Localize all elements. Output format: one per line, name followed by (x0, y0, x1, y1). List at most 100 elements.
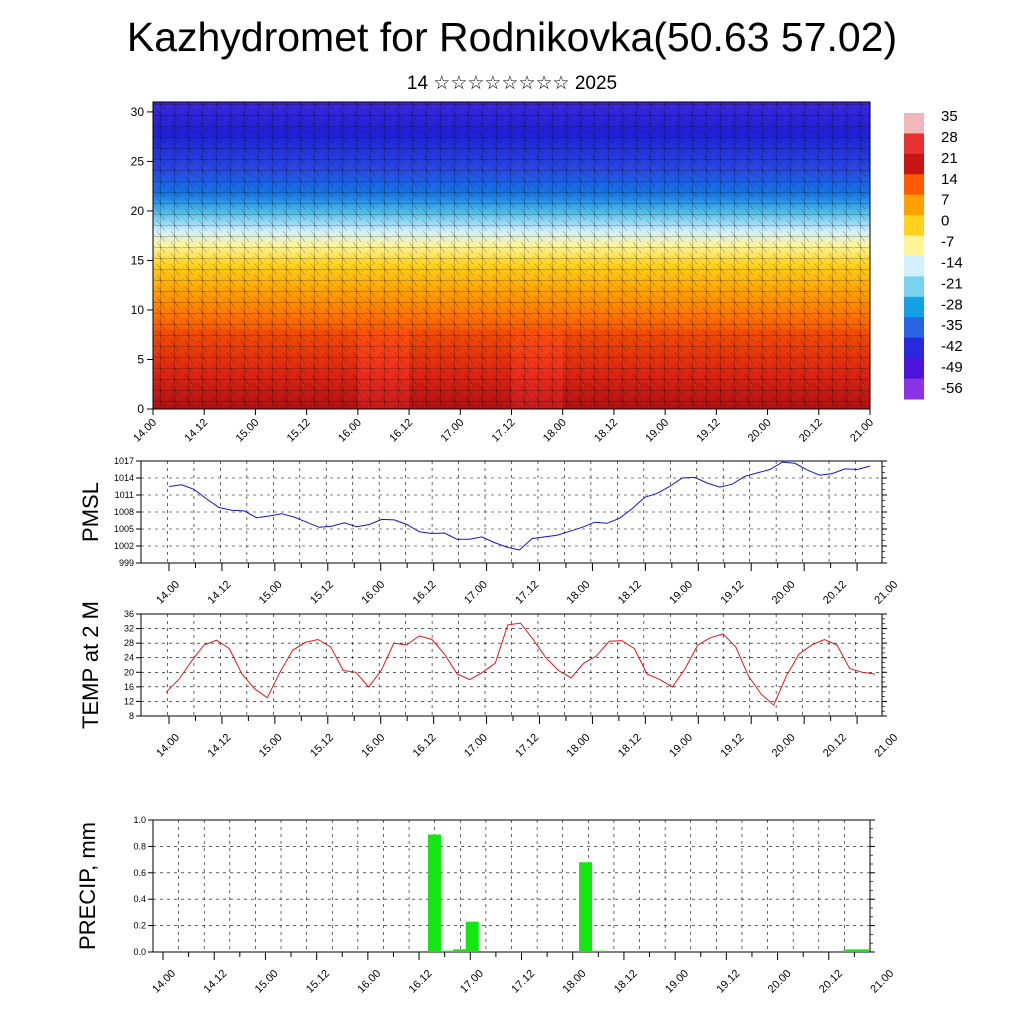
x-tick-label: 14.00 (154, 732, 182, 760)
x-tick-label: 14.12 (205, 732, 233, 760)
colorbar-segment (904, 235, 924, 257)
x-tick-label: 20.12 (817, 968, 845, 996)
y-tick-label: 28 (124, 638, 134, 648)
x-tick-label: 21.00 (848, 417, 876, 445)
colorbar-segment (904, 256, 924, 277)
pmsl-series-line (168, 461, 871, 551)
y-tick-label: 1005 (114, 524, 134, 534)
x-tick-label: 16.12 (407, 968, 435, 996)
x-tick-label: 18.12 (616, 732, 644, 760)
temp-2m-panel: 8 12 16 20 24 28 32 36 14.00 14.12 15.00 15.12 16.00… (78, 601, 900, 760)
chart-title: Kazhydromet for Rodnikovka(50.63 57.02) (126, 14, 898, 60)
x-tick-label: 19.12 (718, 732, 746, 760)
y-tick-label: 0.6 (133, 868, 146, 878)
y-tick-label: 0.4 (133, 894, 146, 904)
x-tick-label: 15.12 (308, 579, 336, 607)
y-tick-label: 16 (124, 682, 134, 692)
y-tick-label: 24 (124, 653, 134, 663)
colorbar-segment (904, 317, 924, 339)
precip-bar (465, 921, 479, 952)
chart-subtitle: 14 ☆☆☆☆☆☆☆☆ 2025 (406, 73, 618, 94)
x-tick-label: 17.00 (438, 417, 466, 445)
x-tick-label: 20.12 (821, 732, 849, 760)
colorbar-label: 0 (941, 213, 949, 230)
x-tick-label: 17.12 (513, 732, 541, 760)
precip-panel: 0.0 0.2 0.4 0.6 0.8 1.0 14.00 14.12 15.00 15.12 16… (75, 815, 896, 996)
colorbar-label: -14 (941, 254, 963, 271)
x-tick-label: 17.12 (509, 968, 537, 996)
precip-bar (591, 950, 605, 952)
y-tick-label: 8 (129, 711, 134, 721)
colorbar-label: -56 (941, 380, 963, 397)
x-tick-label: 18.00 (565, 732, 593, 760)
x-tick-label: 17.12 (490, 417, 518, 445)
x-tick-label: 19.00 (667, 579, 695, 607)
colorbar-label: -28 (941, 296, 963, 313)
y-tick-label: 0.8 (133, 841, 146, 851)
y-tick-label: 15 (131, 253, 145, 267)
y-tick-label: 0 (137, 402, 144, 416)
colorbar-segment (904, 296, 924, 318)
colorbar-label: 14 (941, 171, 958, 188)
y-tick-label: 1011 (115, 490, 134, 500)
colorbar-label: -35 (941, 317, 963, 334)
colorbar-segment (904, 276, 924, 298)
y-tick-label: 0.2 (133, 921, 146, 931)
x-tick-label: 20.00 (770, 732, 798, 760)
x-tick-label: 20.12 (821, 579, 849, 607)
x-tick-label: 19.12 (718, 579, 746, 607)
x-tick-label: 15.12 (304, 968, 332, 996)
x-tick-label: 16.12 (411, 579, 439, 607)
x-tick-label: 21.00 (868, 968, 896, 996)
x-tick-label: 18.00 (541, 417, 569, 445)
x-tick-label: 14.12 (182, 417, 210, 445)
x-tick-label: 18.00 (565, 579, 593, 607)
y-tick-label: 5 (137, 352, 144, 366)
x-tick-label: 18.00 (561, 968, 589, 996)
x-tick-label: 15.00 (257, 732, 285, 760)
colorbar-segment (904, 174, 924, 196)
x-tick-label: 17.12 (513, 579, 541, 607)
x-tick-label: 20.12 (797, 417, 825, 445)
x-tick-label: 15.00 (234, 417, 262, 445)
y-axis-label: PRECIP, mm (75, 822, 100, 950)
y-tick-label: 32 (124, 624, 134, 634)
colorbar-label: -21 (941, 275, 963, 292)
x-tick-label: 20.00 (770, 579, 798, 607)
colorbar-segment (904, 337, 924, 359)
x-tick-label: 20.00 (766, 968, 794, 996)
x-tick-label: 17.00 (462, 732, 490, 760)
x-tick-label: 18.12 (616, 579, 644, 607)
y-tick-label: 1002 (114, 541, 134, 551)
x-tick-label: 17.00 (462, 579, 490, 607)
wind-vectors (153, 102, 870, 409)
colorbar-segment (904, 133, 924, 155)
y-tick-label: 30 (131, 105, 145, 119)
y-tick-label: 10 (131, 303, 145, 317)
x-tick-label: 16.00 (355, 968, 383, 996)
colorbar-label: 28 (941, 129, 958, 146)
x-tick-label: 15.00 (253, 968, 281, 996)
colorbar-segment (904, 378, 924, 400)
colorbar-segment (904, 194, 924, 216)
x-tick-label: 18.12 (592, 417, 620, 445)
x-tick-label: 20.00 (746, 417, 774, 445)
colorbar-label: -49 (941, 359, 963, 376)
x-tick-label: 14.12 (205, 579, 233, 607)
colorbar-segment (904, 215, 924, 237)
colorbar-segment (904, 358, 924, 380)
y-axis-label: PMSL (78, 482, 103, 542)
x-tick-label: 19.00 (663, 968, 691, 996)
temperature-cross-section-panel: 0 5 10 15 20 25 30 14.00 14.12 15.00 15.12 16.00 16.… (131, 101, 876, 445)
colorbar-label: 35 (941, 108, 958, 125)
x-tick-label: 14.12 (201, 968, 229, 996)
x-tick-label: 18.12 (612, 968, 640, 996)
x-tick-label: 21.00 (872, 579, 900, 607)
y-axis-label: TEMP at 2 M (78, 601, 103, 729)
precip-bar (843, 949, 857, 952)
x-tick-label: 19.12 (695, 417, 723, 445)
precip-bar (856, 949, 869, 952)
colorbar-label: 21 (941, 150, 958, 167)
colorbar-segment (904, 113, 924, 134)
